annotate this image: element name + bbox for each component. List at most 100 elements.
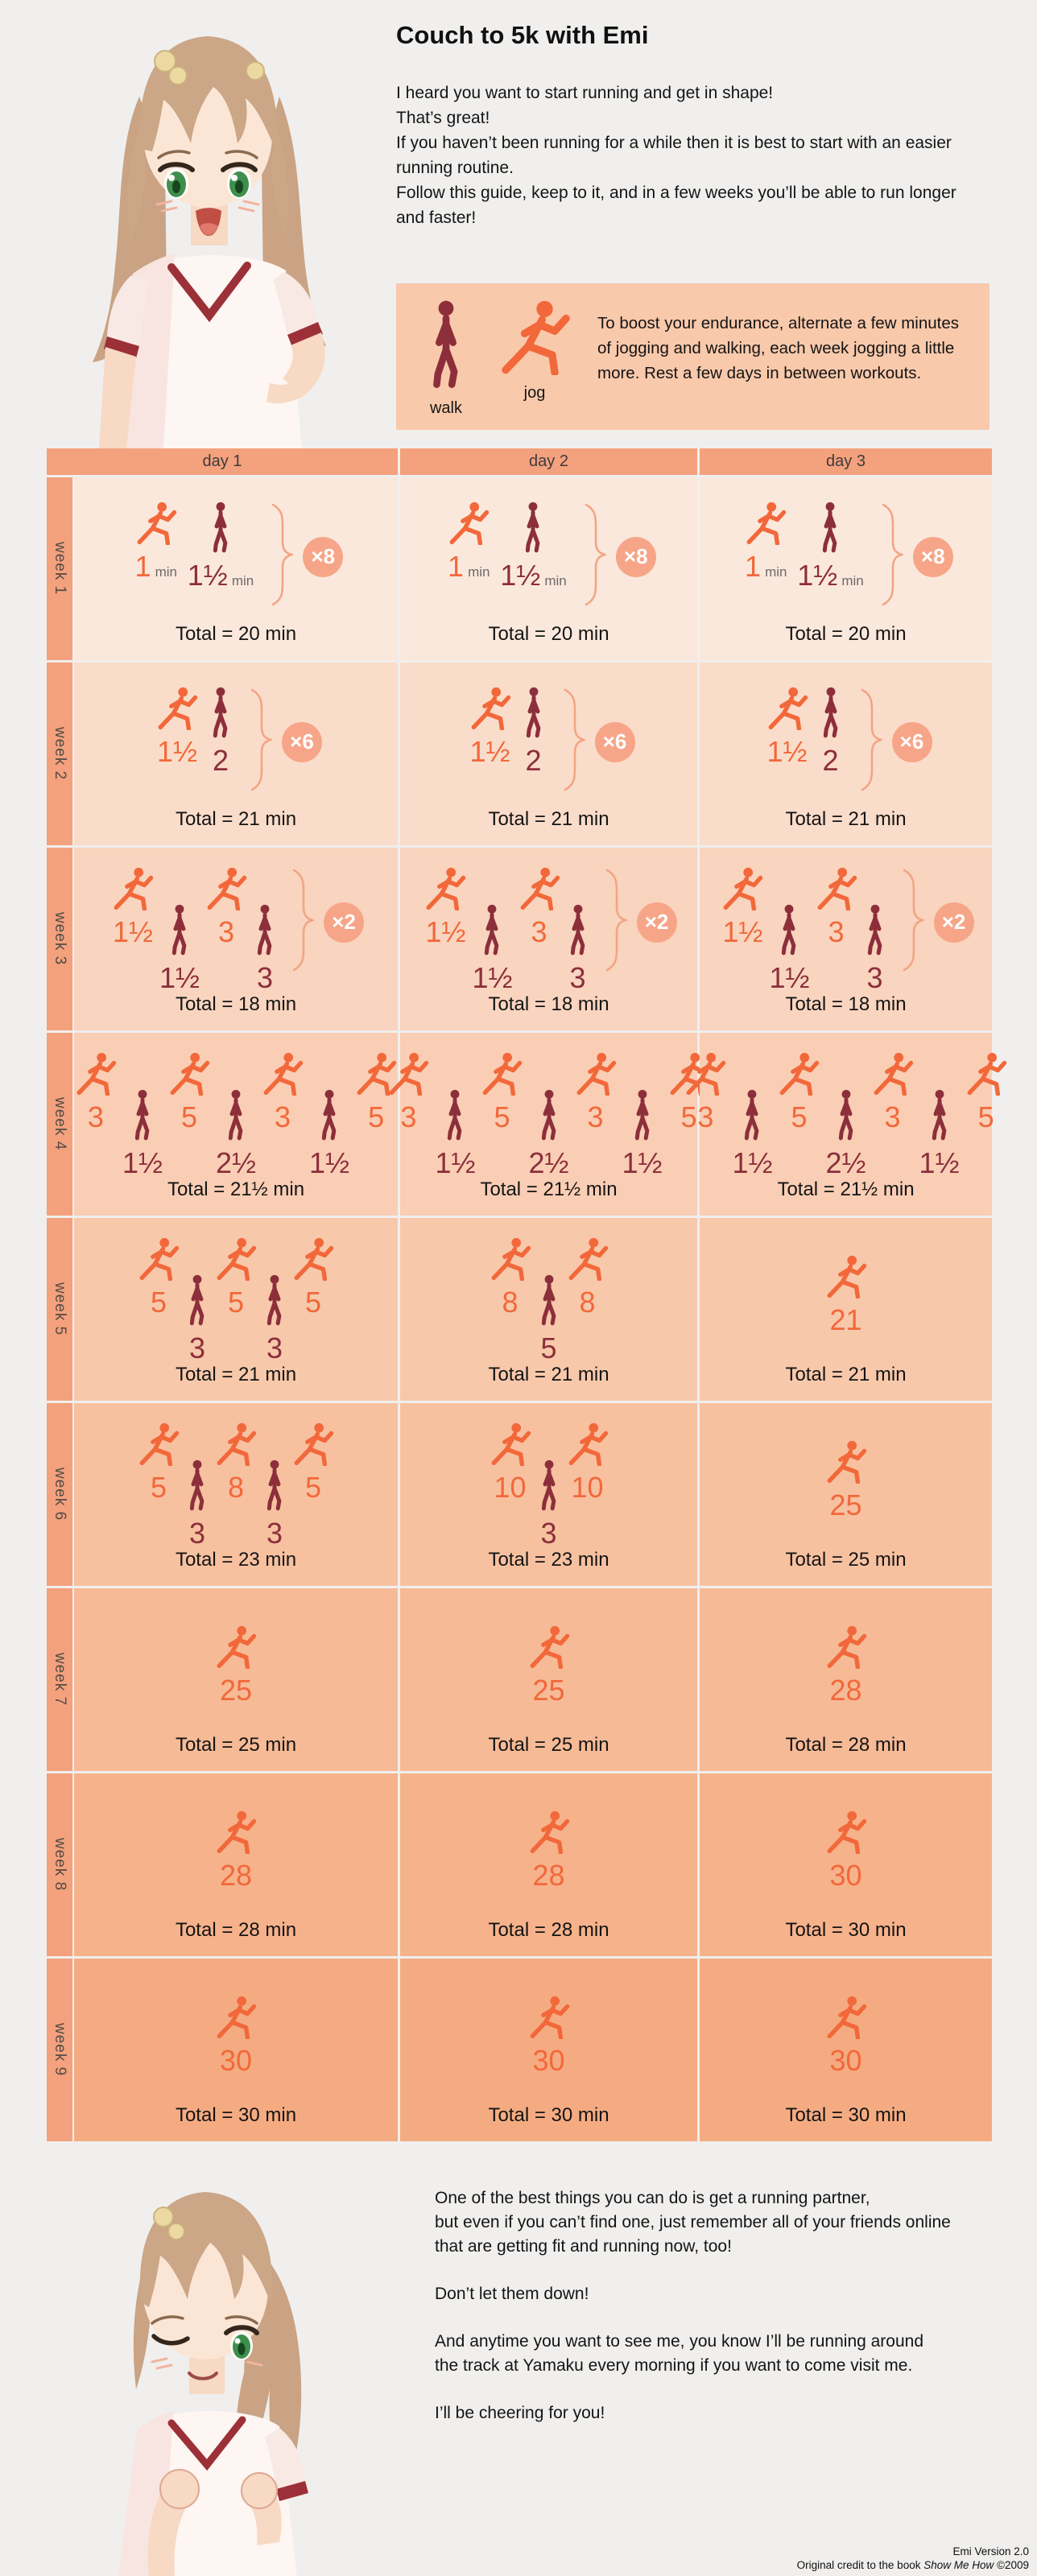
week-label: week 1 [47, 477, 72, 660]
walk-segment: 1½ [769, 904, 810, 993]
jog-segment: 28 [823, 1625, 870, 1706]
repeat-group: ×6 [860, 688, 932, 795]
walk-segment: 1½ [472, 904, 513, 993]
walk-minutes: 2½ [528, 1146, 569, 1179]
jog-icon [290, 1237, 337, 1285]
week-label-text: week 2 [52, 727, 68, 781]
jog-minutes: 25 [829, 1488, 862, 1521]
jog-icon [213, 1625, 259, 1673]
week-row: week 4 3 1½ 5 2½ 3 1½ 5 Total = 21½ min 3 1½ 5 2½ 3 1½… [47, 1033, 992, 1216]
week-label: week 7 [47, 1588, 72, 1771]
legend-text-line: To boost your endurance, alternate a few… [597, 314, 959, 332]
jog-minutes: 3 [828, 915, 845, 948]
walk-minutes: 3 [866, 961, 883, 994]
day-cell: 28 Total = 28 min [700, 1588, 992, 1771]
minutes-unit: min [468, 564, 490, 580]
day-cell: 1 min 1½ min ×8 Total = 20 min [400, 477, 697, 660]
walk-minutes: 3 [188, 1331, 206, 1364]
jog-minutes: 8 [227, 1471, 245, 1504]
jog-icon [72, 1052, 119, 1100]
repeat-badge: ×6 [282, 721, 322, 762]
day-cell: 1½ 1½ 3 3 ×2 Total = 18 min [700, 848, 992, 1030]
jog-icon [564, 1422, 611, 1470]
jog-minutes: 5 [368, 1100, 385, 1133]
cell-segments: 1 min 1½ min ×8 [738, 502, 953, 610]
walk-icon [253, 904, 277, 960]
jog-segment: 1½ [422, 867, 469, 947]
cell-segments: 3 1½ 5 2½ 3 1½ 5 [71, 1052, 401, 1179]
total-label: Total = 20 min [488, 623, 609, 645]
day-cell: 25 Total = 25 min [400, 1588, 697, 1771]
cell-segments: 1 min 1½ min ×8 [441, 502, 656, 610]
total-label: Total = 23 min [175, 1549, 297, 1571]
day-cell: 1½ 1½ 3 3 ×2 Total = 18 min [74, 848, 398, 1030]
walk-icon [480, 904, 504, 960]
week-label-text: week 7 [52, 1653, 68, 1707]
top-section: Couch to 5k with Emi I heard you want to… [0, 0, 1037, 448]
intro-line: That’s great! [396, 109, 490, 127]
walk-minutes: 3 [569, 961, 586, 994]
jog-minutes: 5 [304, 1286, 322, 1319]
jog-minutes: 1 min [448, 550, 490, 583]
jog-icon [259, 1052, 306, 1100]
week-label: week 5 [47, 1218, 72, 1401]
walk-segment: 3 [185, 1459, 209, 1549]
walk-minutes: 2 [822, 744, 839, 777]
jog-segment: 3 [682, 1052, 729, 1133]
walk-minutes: 1½ min [500, 559, 567, 592]
day-cell: 28 Total = 28 min [400, 1773, 697, 1956]
jog-icon [213, 1237, 259, 1285]
jog-icon [775, 1052, 822, 1100]
legend-text-line: of jogging and walking, each week joggin… [597, 339, 955, 357]
total-label: Total = 18 min [488, 993, 609, 1015]
brace-icon [250, 688, 275, 795]
week-label-text: week 9 [52, 2023, 68, 2077]
jog-icon [203, 867, 250, 914]
jog-minutes: 5 [494, 1100, 510, 1133]
day-cell: 10 3 10 Total = 23 min [400, 1403, 697, 1586]
jog-minutes: 10 [494, 1471, 527, 1504]
walk-icon [863, 904, 887, 960]
total-label: Total = 28 min [488, 1919, 609, 1941]
walk-icon [224, 1089, 248, 1146]
total-label: Total = 21½ min [167, 1179, 305, 1200]
walk-minutes: 1½ [122, 1146, 163, 1179]
walk-segment: 3 [262, 1459, 287, 1549]
brace-icon [271, 503, 295, 610]
jog-minutes: 5 [304, 1471, 322, 1504]
walk-icon [185, 1274, 209, 1331]
cell-segments: 3 1½ 5 2½ 3 1½ 5 [383, 1052, 713, 1179]
jog-icon [823, 1440, 870, 1488]
jog-minutes: 1½ [469, 735, 510, 768]
jog-segment: 3 [813, 867, 860, 947]
walk-segment: 3 [253, 904, 277, 993]
total-label: Total = 21 min [488, 1364, 609, 1385]
walk-minutes: 3 [257, 961, 274, 994]
jog-segment: 5 [166, 1052, 213, 1133]
week-row: week 1 1 min 1½ min ×8 Total = 20 min 1 min 1½ min… [47, 477, 992, 660]
walk-icon [630, 1089, 655, 1146]
walk-icon [209, 687, 233, 743]
walk-minutes: 1½ [732, 1146, 773, 1179]
repeat-badge: ×2 [933, 902, 974, 943]
jog-minutes: 10 [571, 1471, 604, 1504]
jog-icon [478, 1052, 525, 1100]
minutes-unit: min [155, 564, 177, 580]
intro-line: I heard you want to start running and ge… [396, 84, 774, 102]
cell-segments: 1½ 2 ×6 [760, 687, 932, 795]
intro-line: and faster! [396, 208, 477, 227]
cell-segments: 30 [819, 1996, 874, 2076]
jog-minutes: 5 [977, 1100, 994, 1133]
brace-icon [584, 503, 609, 610]
week-row: week 6 5 3 8 3 5 Total = 23 min 10 3 10 Total = 23… [47, 1403, 992, 1586]
jog-minutes: 8 [579, 1286, 596, 1319]
day-cell: 1 min 1½ min ×8 Total = 20 min [74, 477, 398, 660]
jog-icon [719, 867, 766, 914]
jog-segment: 5 [963, 1052, 1010, 1133]
jog-icon [385, 1052, 432, 1100]
jog-minutes: 5 [680, 1100, 697, 1133]
walk-segment: 2 [819, 687, 843, 776]
jog-minutes: 1 min [745, 550, 787, 583]
jog-icon [526, 1996, 572, 2043]
jog-minutes: 28 [829, 1674, 862, 1707]
